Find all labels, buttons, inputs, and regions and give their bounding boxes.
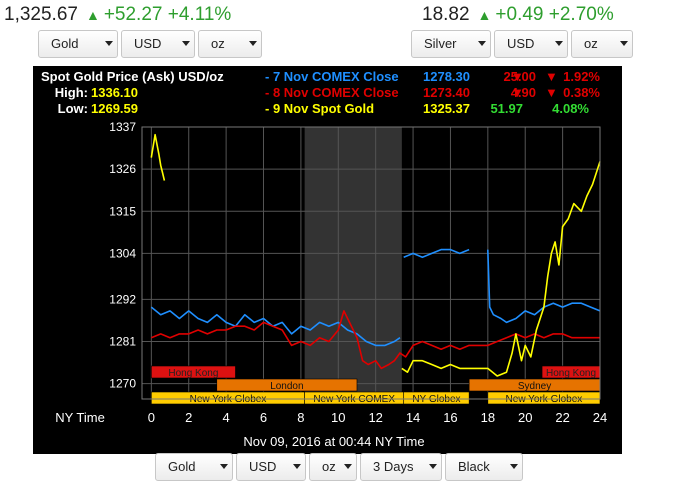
silver-currency-select[interactable]: USD: [494, 30, 568, 58]
x-tick-label: 22: [555, 410, 569, 425]
dropdown-caret-icon: [293, 464, 301, 469]
dropdown-caret-icon: [105, 41, 113, 46]
dropdown-caret-icon: [249, 41, 257, 46]
bottom-period-select[interactable]: 3 Days: [360, 453, 442, 481]
y-tick-label: 1292: [109, 292, 136, 306]
legend-7nov-label: - 7 Nov COMEX Close: [265, 69, 399, 84]
session-bar: [216, 378, 358, 392]
session-label: London: [270, 381, 303, 392]
plot-border: [141, 126, 601, 400]
x-axis-label: NY Time: [55, 410, 105, 425]
gold-quote: 1,325.67 ▲ +52.27 +4.11%: [4, 4, 231, 26]
bottom-currency-select[interactable]: USD: [236, 453, 306, 481]
x-tick-label: 6: [260, 410, 267, 425]
low-value: 1269.59: [91, 101, 138, 116]
gold-currency-select[interactable]: USD: [121, 30, 195, 58]
down-arrow-icon: ▼: [545, 69, 558, 84]
gold-metal-select[interactable]: Gold: [38, 30, 118, 58]
dropdown-caret-icon: [510, 464, 518, 469]
bottom-unit-select[interactable]: oz: [309, 453, 357, 481]
gold-price-chart: Hong Kong Hong Kong London Sydney New York G…: [33, 66, 622, 454]
chart-title: Spot Gold Price (Ask) USD/oz: [41, 69, 224, 84]
legend-8nov-change: 4.90: [511, 85, 536, 100]
legend-8nov-label: - 8 Nov COMEX Close: [265, 85, 399, 100]
legend-7nov-price: 1278.30: [423, 69, 470, 84]
y-tick-label: 1326: [109, 162, 136, 176]
comex-hours-shade: [304, 127, 402, 399]
gold-unit-select[interactable]: oz: [198, 30, 262, 58]
x-tick-label: 14: [406, 410, 420, 425]
chart-timestamp: Nov 09, 2016 at 00:44 NY Time: [243, 434, 424, 449]
gold-change: +52.27: [103, 4, 163, 25]
x-tick-label: 18: [481, 410, 495, 425]
y-tick-label: 1315: [109, 204, 136, 218]
legend-8nov-price: 1273.40: [423, 85, 470, 100]
up-arrow-icon: ▲: [477, 7, 492, 23]
silver-change-pct: +2.70%: [548, 4, 614, 25]
dropdown-caret-icon: [344, 464, 352, 469]
legend-7nov-change: 25.00: [503, 69, 536, 84]
silver-price: 18.82: [422, 4, 470, 25]
low-label: Low:: [58, 101, 88, 116]
x-tick-label: 8: [297, 410, 304, 425]
silver-change: +0.49: [495, 4, 544, 25]
y-tick-label: 1270: [109, 377, 136, 391]
silver-quote: 18.82 ▲ +0.49 +2.70%: [422, 4, 614, 26]
dropdown-caret-icon: [555, 41, 563, 46]
session-label: Hong Kong: [168, 368, 218, 379]
series-line-1: [150, 306, 401, 347]
session-label: Hong Kong: [546, 368, 596, 379]
legend-9nov-price: 1325.37: [423, 101, 470, 116]
dropdown-caret-icon: [478, 41, 486, 46]
legend-8nov-pct: 0.38%: [563, 85, 600, 100]
dropdown-caret-icon: [182, 41, 190, 46]
y-tick-label: 1281: [109, 335, 136, 349]
legend-9nov-pct: 4.08%: [552, 101, 589, 116]
dropdown-caret-icon: [620, 41, 628, 46]
session-label: Sydney: [518, 381, 551, 392]
legend-9nov-change: 51.97: [490, 101, 523, 116]
series-line-1: [403, 248, 470, 259]
silver-metal-select[interactable]: Silver: [411, 30, 491, 58]
session-bar: [403, 391, 470, 405]
high-label: High:: [55, 85, 88, 100]
x-tick-label: 20: [518, 410, 532, 425]
high-value: 1336.10: [91, 85, 138, 100]
dropdown-caret-icon: [220, 464, 228, 469]
y-tick-label: 1337: [109, 120, 136, 134]
x-tick-label: 12: [368, 410, 382, 425]
dropdown-caret-icon: [429, 464, 437, 469]
down-arrow-icon: ▼: [511, 69, 524, 84]
bottom-theme-select[interactable]: Black: [445, 453, 523, 481]
x-tick-label: 0: [148, 410, 155, 425]
series-line-2: [151, 310, 600, 370]
bottom-metal-select[interactable]: Gold: [155, 453, 233, 481]
y-tick-label: 1304: [109, 246, 136, 260]
up-arrow-icon: ▲: [85, 7, 100, 23]
down-arrow-icon: ▼: [545, 85, 558, 100]
series-line-1: [487, 249, 601, 324]
session-bar: [151, 365, 236, 379]
x-tick-label: 4: [223, 410, 230, 425]
x-tick-label: 2: [185, 410, 192, 425]
x-tick-label: 10: [331, 410, 345, 425]
legend-9nov-label: - 9 Nov Spot Gold: [265, 101, 374, 116]
x-tick-label: 24: [593, 410, 607, 425]
x-tick-label: 16: [443, 410, 457, 425]
gold-change-pct: +4.11%: [167, 4, 232, 25]
silver-unit-select[interactable]: oz: [571, 30, 633, 58]
gold-price: 1,325.67: [4, 4, 78, 25]
series-line-3: [150, 133, 166, 181]
down-arrow-icon: ▼: [511, 85, 524, 100]
series-line-3: [401, 161, 601, 377]
legend-7nov-pct: 1.92%: [563, 69, 600, 84]
